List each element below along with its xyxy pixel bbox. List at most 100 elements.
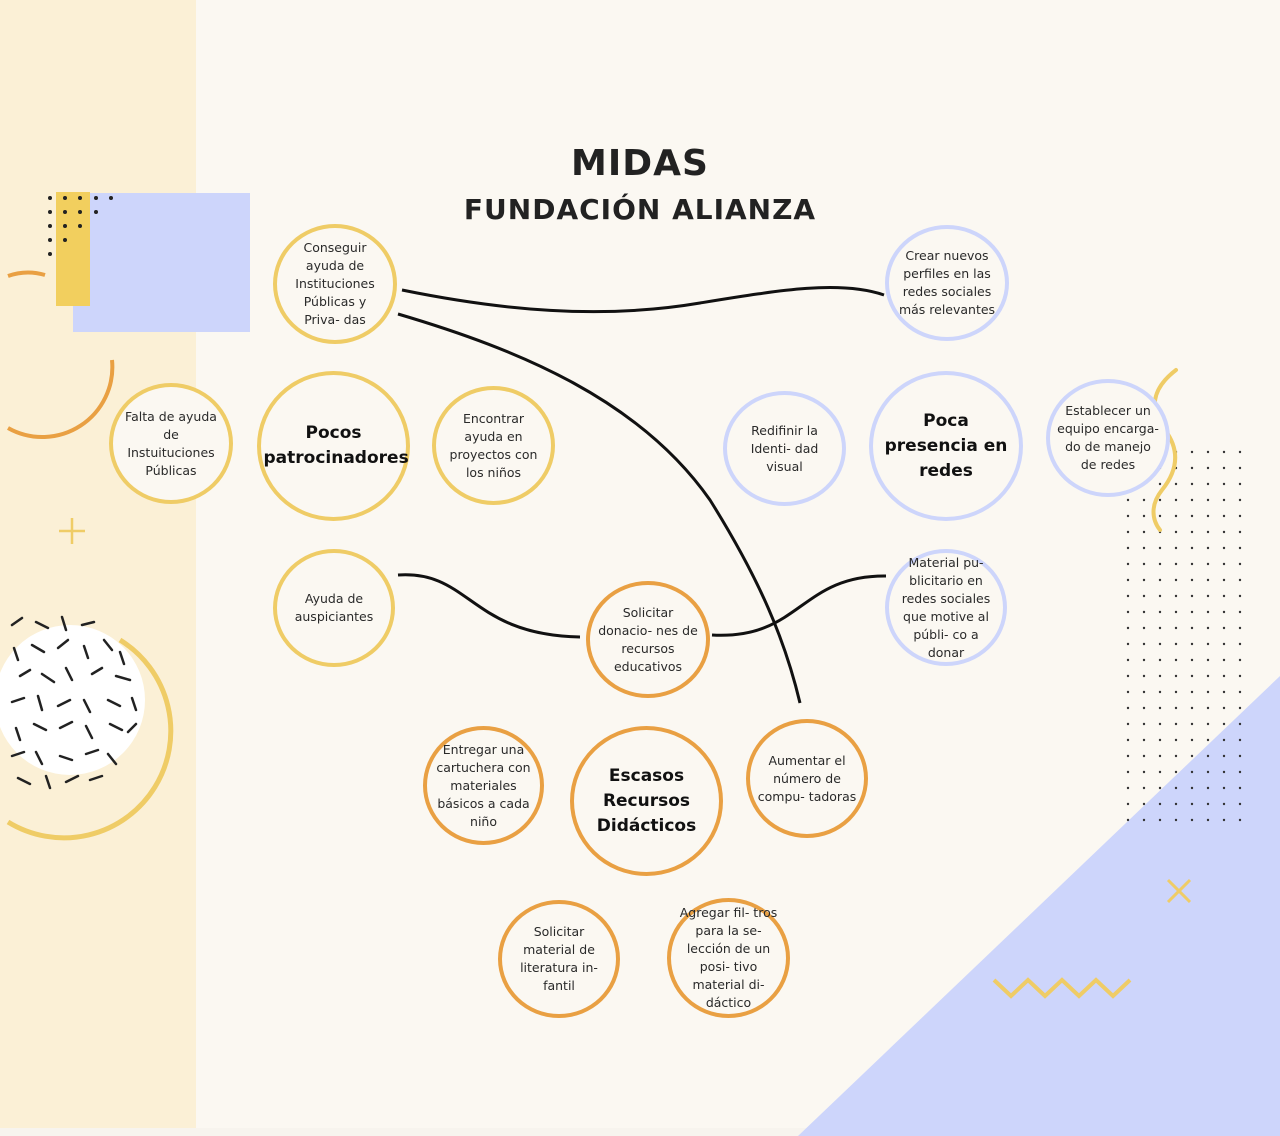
dot [1174, 770, 1178, 774]
yellow-arc-decoration [6, 637, 174, 841]
dot [1238, 818, 1242, 822]
dot [1190, 594, 1194, 598]
dot [1206, 530, 1210, 534]
dot [1158, 738, 1162, 742]
dot [1206, 674, 1210, 678]
dot [1142, 802, 1146, 806]
dot [1222, 786, 1226, 790]
dot [1158, 546, 1162, 550]
dot [1190, 562, 1194, 566]
dot [1174, 626, 1178, 630]
dot [1206, 818, 1210, 822]
page-subtitle: FUNDACIÓN ALIANZA [463, 193, 817, 226]
dot [1158, 690, 1162, 694]
dot [1158, 514, 1162, 518]
dot [1158, 754, 1162, 758]
connector-line [397, 312, 802, 704]
dot [1142, 786, 1146, 790]
dot [1238, 610, 1242, 614]
dot [1126, 674, 1130, 678]
orange-arc-decoration-2 [7, 359, 115, 439]
dot [1158, 594, 1162, 598]
dot [1190, 482, 1194, 486]
dot [1206, 514, 1210, 518]
dot [1158, 802, 1162, 806]
dot [1238, 594, 1242, 598]
node-falta-ayuda: Falta de ayuda de Instuituciones Pública… [109, 383, 233, 504]
node-ayuda-auspiciantes: Ayuda de auspiciantes [273, 549, 395, 667]
dot [1206, 546, 1210, 550]
dot [1142, 610, 1146, 614]
dot [1174, 498, 1178, 502]
dot [1126, 562, 1130, 566]
node-agregar-filtros: Agregar fil- tros para la se- lección de… [667, 898, 790, 1018]
dot [1126, 738, 1130, 742]
node-label: Entregar una cartuchera con materiales b… [436, 741, 531, 829]
node-aumentar-computadoras: Aumentar el número de compu- tadoras [746, 719, 868, 838]
dot [1206, 610, 1210, 614]
node-label: Conseguir ayuda de Instituciones Pública… [295, 240, 375, 327]
dot [1126, 770, 1130, 774]
dot [1222, 530, 1226, 534]
blue-square-decoration [73, 193, 250, 332]
dot [1206, 722, 1210, 726]
dot [1206, 482, 1210, 486]
dot [1158, 658, 1162, 662]
dot [1206, 738, 1210, 742]
dot [1142, 706, 1146, 710]
node-material-publicitario: Material pu- blicitario en redes sociale… [885, 549, 1007, 666]
node-solicitar-donaciones: Solicitar donacio- nes de recursos educa… [586, 581, 710, 698]
left-decorative-band [0, 0, 196, 1128]
dot [1126, 610, 1130, 614]
node-poca-presencia: Poca presencia en redes [869, 371, 1023, 521]
dot [1238, 546, 1242, 550]
yellow-squiggle-decoration [1151, 368, 1178, 532]
dot [1190, 642, 1194, 646]
dot [1174, 706, 1178, 710]
dot [1142, 514, 1146, 518]
dot [1190, 786, 1194, 790]
dot [1142, 498, 1146, 502]
dot [1222, 450, 1226, 454]
dot [1238, 482, 1242, 486]
dot [1222, 706, 1226, 710]
dot [1174, 802, 1178, 806]
dot [1206, 466, 1210, 470]
connector-line [397, 573, 581, 639]
dot [1142, 562, 1146, 566]
dot [1222, 546, 1226, 550]
dot [1190, 578, 1194, 582]
dot [1126, 754, 1130, 758]
dot-grid-top-left [48, 196, 113, 256]
dot [1142, 690, 1146, 694]
zigzag-decoration [992, 977, 1132, 999]
dot [1158, 674, 1162, 678]
dot [1126, 578, 1130, 582]
dot [1126, 722, 1130, 726]
dot [1222, 722, 1226, 726]
dot [1206, 802, 1210, 806]
dot [1126, 690, 1130, 694]
orange-arc-decoration [7, 270, 46, 278]
dot [1126, 546, 1130, 550]
node-label: Redifinir la Identi- dad visual [750, 422, 819, 474]
dot [1238, 738, 1242, 742]
dot [1190, 722, 1194, 726]
dot [1126, 818, 1130, 822]
node-label: Ayuda de auspiciantes [294, 591, 374, 624]
dot [1222, 802, 1226, 806]
dot [1238, 722, 1242, 726]
dot [1174, 610, 1178, 614]
dot [1206, 594, 1210, 598]
dot [1190, 674, 1194, 678]
node-label: Escasos Recursos Didácticos [596, 765, 697, 836]
dot [1174, 514, 1178, 518]
dot [1238, 770, 1242, 774]
dot [1190, 818, 1194, 822]
dot [1126, 642, 1130, 646]
dot [1158, 770, 1162, 774]
dot [1238, 658, 1242, 662]
dot [1238, 466, 1242, 470]
dot [1126, 626, 1130, 630]
dot [1174, 674, 1178, 678]
